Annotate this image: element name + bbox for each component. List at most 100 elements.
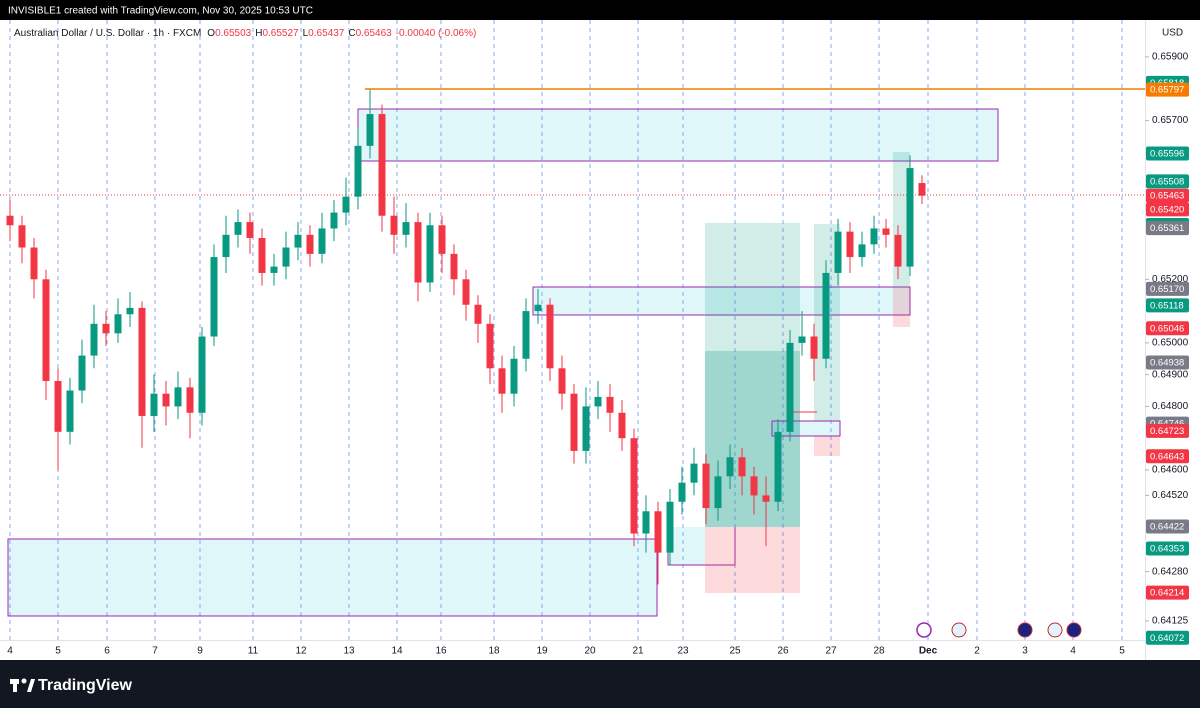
candle-body	[210, 257, 218, 337]
candle-body	[582, 406, 590, 451]
candle-body	[18, 225, 26, 248]
candle-body	[198, 336, 206, 413]
x-tick-label: 4	[7, 646, 13, 657]
zone-rectangle	[532, 286, 911, 316]
x-tick-label: 13	[343, 646, 355, 657]
candle-body	[546, 304, 554, 369]
y-tick-label: 0.65700	[1152, 115, 1189, 126]
candle-body	[810, 336, 818, 359]
x-tick-label: 26	[777, 646, 789, 657]
price-tag	[1146, 541, 1189, 556]
candle-body	[558, 368, 566, 394]
brand-name: TradingView	[38, 677, 133, 694]
candle-body	[222, 234, 230, 258]
price-tag	[1146, 146, 1189, 161]
price-tag-label: 0.64938	[1150, 358, 1184, 369]
candle-body	[474, 304, 482, 324]
price-tag-label: 0.65170	[1150, 284, 1184, 295]
candle-body	[306, 234, 314, 254]
candle-body	[246, 222, 254, 238]
symbol-legend: Australian Dollar / U.S. Dollar · 1h · F…	[14, 28, 476, 39]
price-tag-label: 0.65508	[1150, 176, 1184, 187]
candle-body	[186, 387, 194, 413]
candle-body	[462, 279, 470, 305]
zone-rectangle	[7, 538, 658, 617]
candle-body	[726, 457, 734, 477]
price-tag-label: 0.65420	[1150, 204, 1184, 215]
price-tag	[1146, 585, 1189, 600]
candle-body	[510, 358, 518, 394]
candle-body	[906, 168, 914, 267]
candle-body	[834, 231, 842, 273]
x-tick-label: 16	[435, 646, 447, 657]
candle-body	[522, 311, 530, 359]
candle-body	[282, 247, 290, 267]
y-tick-label: 0.64280	[1152, 566, 1189, 577]
y-tick-label: 0.64125	[1152, 616, 1189, 627]
x-tick-label: 14	[391, 646, 403, 657]
candle-body	[750, 476, 758, 496]
price-tag-label: 0.64214	[1150, 588, 1184, 599]
x-tick-label: 3	[1022, 646, 1028, 657]
candle-body	[174, 387, 182, 407]
ohlc-value: 0.65527	[262, 28, 299, 39]
candle-body	[78, 355, 86, 391]
candle-body	[150, 393, 158, 416]
ohlc-key: L	[303, 28, 309, 39]
brand-logo	[10, 678, 35, 692]
price-tag	[1146, 174, 1189, 189]
candle-body	[438, 225, 446, 254]
x-tick-label: 9	[197, 646, 203, 657]
long-position-stop	[893, 287, 910, 327]
x-tick-label: 27	[825, 646, 837, 657]
candle-body	[6, 215, 14, 226]
x-tick-label: 11	[248, 646, 259, 657]
x-tick-label: 20	[584, 646, 596, 657]
candle-body	[882, 228, 890, 235]
candle-body	[714, 476, 722, 509]
candle-body	[678, 482, 686, 502]
candle-body	[54, 380, 62, 432]
candle-body	[402, 222, 410, 235]
ohlc-key: O	[207, 28, 215, 39]
price-tag	[1146, 321, 1189, 336]
price-tag	[1146, 82, 1189, 97]
event-icon[interactable]	[1017, 622, 1033, 638]
event-icon[interactable]	[1047, 622, 1063, 638]
footer-bar	[0, 660, 1200, 708]
zone-rectangle	[668, 527, 705, 565]
event-icon[interactable]	[1066, 622, 1082, 638]
candle-body	[354, 145, 362, 197]
price-tag-label: 0.64643	[1150, 451, 1184, 462]
logo-shape	[13, 679, 17, 692]
price-tag-label: 0.64353	[1150, 543, 1184, 554]
event-icon[interactable]	[916, 622, 932, 638]
y-tick-label: 0.64520	[1152, 490, 1189, 501]
candle-body	[630, 438, 638, 534]
candle-body	[822, 272, 830, 359]
event-icons	[916, 622, 1082, 638]
candle-body	[318, 228, 326, 254]
candle-body	[894, 234, 902, 267]
candle-body	[294, 234, 302, 248]
x-tick-label: 18	[488, 646, 500, 657]
candle-body	[570, 393, 578, 451]
candle-body	[162, 393, 170, 407]
event-icon[interactable]	[951, 622, 967, 638]
logo-shape	[27, 679, 35, 692]
y-tick-label: 0.64900	[1152, 369, 1189, 380]
currency-label: USD	[1162, 28, 1183, 39]
candle-body	[858, 244, 866, 258]
ohlc-value: 0.65503	[215, 28, 252, 39]
candle-body	[426, 225, 434, 283]
price-tag	[1146, 355, 1189, 370]
candle-body	[366, 114, 374, 146]
x-tick-label: Dec	[919, 646, 938, 657]
price-tag	[1146, 221, 1189, 236]
long-position-stop	[705, 527, 800, 593]
y-tick-label: 0.64800	[1152, 401, 1189, 412]
zone-rectangle	[771, 420, 841, 437]
price-tag-label: 0.65361	[1150, 223, 1184, 234]
candle-body	[690, 463, 698, 483]
header-bar	[0, 0, 1200, 20]
